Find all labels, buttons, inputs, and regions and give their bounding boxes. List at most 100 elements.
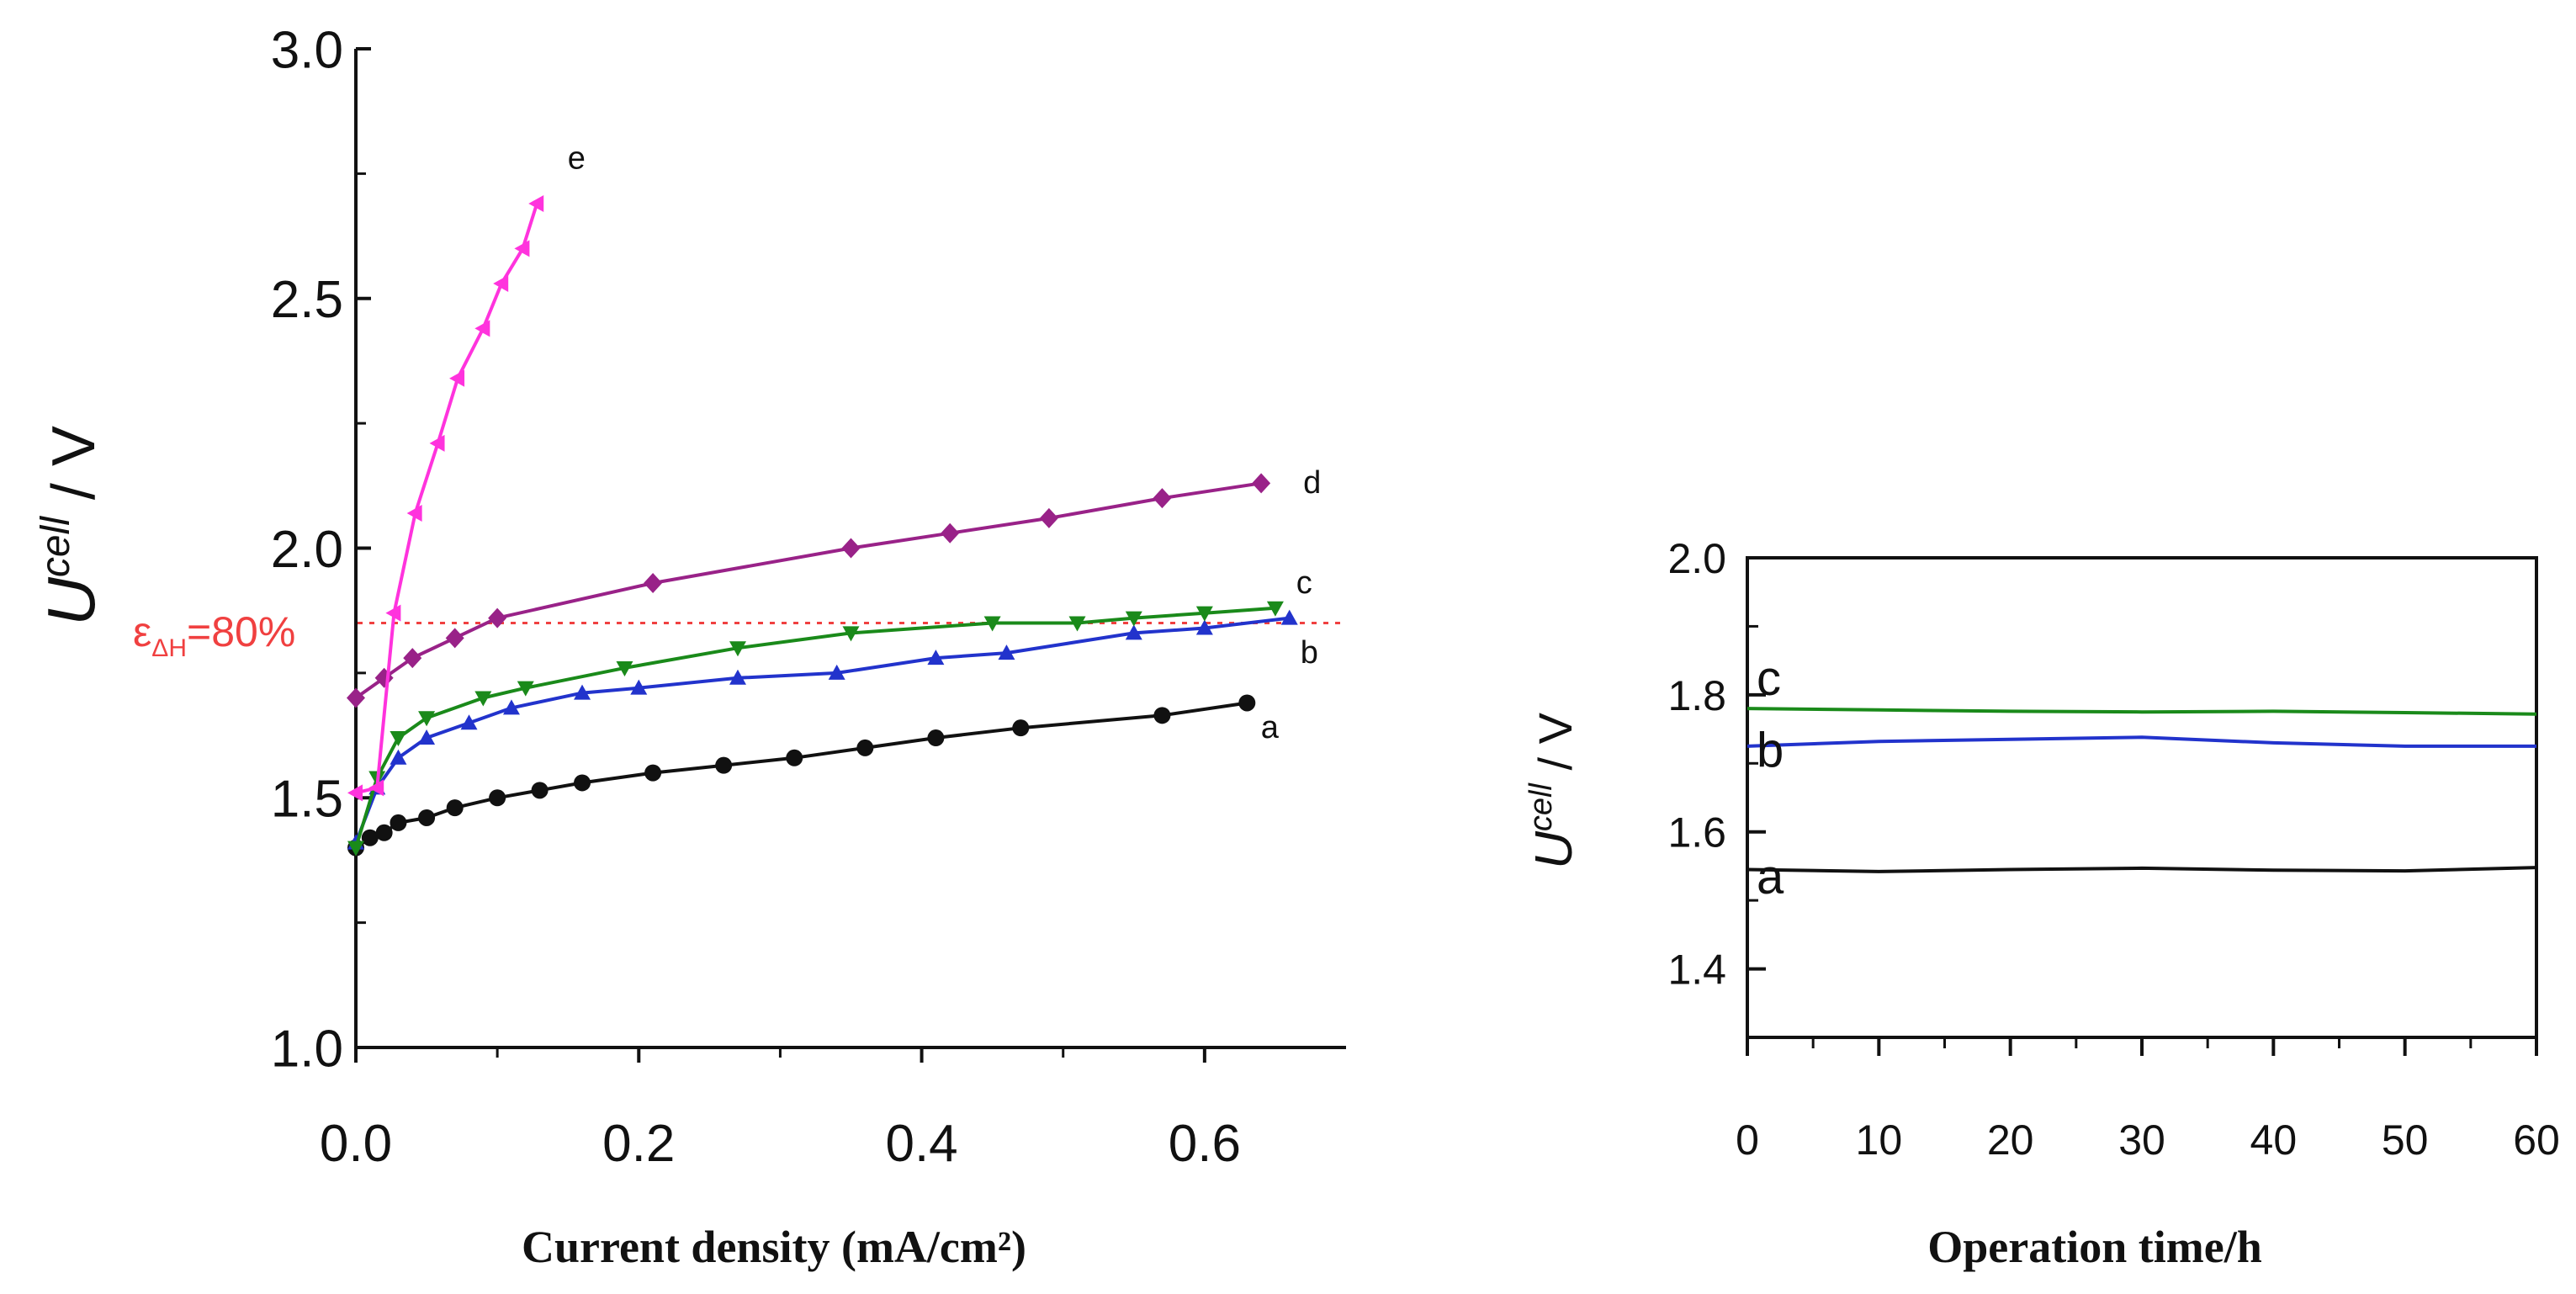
left-x-tick-label: 0.6 bbox=[1169, 1115, 1241, 1173]
right-series-label-c: c bbox=[1757, 651, 1781, 706]
right-x-tick-label: 50 bbox=[2382, 1116, 2429, 1164]
left-series-b-point bbox=[927, 650, 945, 666]
left-series-d-point bbox=[1252, 473, 1271, 494]
left-series-e-point bbox=[347, 784, 363, 802]
left-series-a-point bbox=[418, 809, 436, 826]
right-x-tick-label: 0 bbox=[1736, 1116, 1759, 1164]
chart-left: Current density (mA/cm²) Ucell / V εΔH=8… bbox=[34, 21, 1346, 1272]
reference-line-label-sub: ΔH bbox=[151, 634, 187, 662]
left-x-axis-title: Current density (mA/cm²) bbox=[522, 1222, 1026, 1272]
left-series-e-point bbox=[528, 194, 544, 212]
right-y-tick-label: 1.4 bbox=[1667, 947, 1726, 994]
left-y-axis-title-main: U bbox=[34, 576, 109, 626]
left-series-d-point bbox=[941, 522, 960, 544]
right-y-tick-label: 2.0 bbox=[1667, 535, 1726, 582]
left-series-e-point bbox=[474, 320, 490, 337]
right-x-tick-label: 10 bbox=[1856, 1116, 1903, 1164]
left-series-e-point bbox=[493, 274, 509, 292]
left-series-c-point bbox=[1266, 601, 1284, 617]
left-series-label-b: b bbox=[1301, 635, 1318, 671]
reference-line-label-value: =80% bbox=[187, 608, 295, 655]
left-series-b-point bbox=[460, 714, 478, 730]
left-series-b-line bbox=[354, 616, 1290, 844]
left-series-a-point bbox=[1153, 707, 1171, 724]
left-x-tick-label: 0.4 bbox=[885, 1115, 957, 1173]
left-series-a-point bbox=[361, 829, 379, 846]
left-series-a-point bbox=[927, 729, 945, 747]
left-series-d-point bbox=[403, 648, 422, 669]
right-y-axis-title-main: U bbox=[1525, 830, 1583, 869]
left-series-a-point bbox=[1238, 694, 1256, 712]
left-series-c-point bbox=[983, 616, 1001, 632]
left-series-d-point bbox=[1039, 507, 1058, 528]
left-series-label-c: c bbox=[1296, 565, 1312, 601]
left-series-c-point bbox=[390, 731, 407, 747]
right-x-tick-label: 40 bbox=[2250, 1116, 2298, 1164]
left-series-e-point bbox=[449, 369, 465, 387]
left-y-axis-title-unit: / V bbox=[40, 426, 108, 517]
left-series-a-point bbox=[390, 814, 407, 831]
left-series-a-point bbox=[786, 749, 803, 766]
left-series-c-point bbox=[1125, 611, 1142, 627]
left-series-a-point bbox=[574, 774, 591, 792]
left-x-tick-label: 0.0 bbox=[320, 1115, 392, 1173]
right-series-b-line bbox=[1746, 735, 2536, 748]
left-y-tick-label: 2.5 bbox=[271, 271, 343, 329]
left-series-b-point bbox=[729, 669, 746, 685]
left-series-b-point bbox=[1195, 619, 1213, 635]
chart-right: Operation time/h Ucell / V 0 10 20 30 40 50 60… bbox=[1524, 535, 2560, 1272]
reference-line-label: εΔH=80% bbox=[133, 608, 295, 662]
left-series-e-line bbox=[355, 203, 539, 795]
left-series-c-point bbox=[517, 681, 534, 697]
left-series-c-line bbox=[354, 606, 1276, 849]
left-series-label-d: d bbox=[1303, 465, 1321, 501]
left-series-d-point bbox=[488, 607, 507, 628]
right-plot-frame bbox=[1746, 556, 2538, 1039]
right-y-axis-title-super: cell bbox=[1524, 782, 1559, 832]
left-series-a-point bbox=[644, 764, 662, 782]
left-series-b-point bbox=[574, 684, 591, 700]
left-series-b-point bbox=[828, 664, 845, 680]
left-series-b-point bbox=[630, 679, 648, 695]
right-series-label-a: a bbox=[1757, 850, 1784, 904]
right-series-label-b: b bbox=[1757, 723, 1784, 777]
right-y-axis-title: Ucell / V bbox=[1524, 712, 1583, 868]
right-y-axis-title-unit: / V bbox=[1529, 712, 1582, 783]
left-series-b-point bbox=[418, 729, 436, 745]
left-series-b-point bbox=[1280, 609, 1298, 625]
left-series-a-line bbox=[354, 701, 1248, 850]
left-series-e-point bbox=[368, 779, 384, 797]
left-series-b-point bbox=[502, 699, 520, 715]
left-series-b-point bbox=[998, 644, 1015, 660]
left-series-e-point bbox=[406, 504, 422, 522]
left-series-d-point bbox=[1153, 488, 1172, 509]
left-series-a-point bbox=[446, 799, 464, 817]
right-y-tick-label: 1.8 bbox=[1667, 672, 1726, 719]
left-y-tick-label: 1.0 bbox=[271, 1020, 343, 1078]
left-series-c-point bbox=[347, 841, 364, 856]
left-series-c-point bbox=[842, 626, 860, 642]
left-x-tick-label: 0.2 bbox=[602, 1115, 675, 1173]
left-series-d-point bbox=[644, 573, 663, 594]
right-x-tick-label: 20 bbox=[1987, 1116, 2034, 1164]
left-y-axis-title: Ucell / V bbox=[34, 426, 109, 626]
left-series-d-line bbox=[354, 481, 1262, 700]
left-series-c-point bbox=[1068, 616, 1086, 632]
right-series-a-line bbox=[1746, 866, 2537, 873]
left-series-a-point bbox=[1012, 719, 1030, 737]
left-series-a-point bbox=[375, 824, 393, 841]
right-x-tick-label: 30 bbox=[2118, 1116, 2165, 1164]
left-series-d-point bbox=[347, 687, 365, 708]
left-y-tick-label: 1.5 bbox=[271, 771, 343, 829]
left-series-e-point bbox=[514, 240, 530, 257]
left-series-d-point bbox=[374, 667, 394, 688]
left-y-tick-label: 2.0 bbox=[271, 521, 343, 579]
left-series-b-point bbox=[1125, 624, 1142, 640]
reference-line-label-prefix: ε bbox=[133, 608, 151, 655]
right-y-tick-label: 1.6 bbox=[1667, 809, 1726, 856]
left-series-a-point bbox=[715, 756, 733, 774]
left-series-c-point bbox=[1195, 606, 1213, 622]
left-series-a-point bbox=[489, 789, 506, 807]
left-y-axis-title-super: cell bbox=[34, 516, 78, 577]
